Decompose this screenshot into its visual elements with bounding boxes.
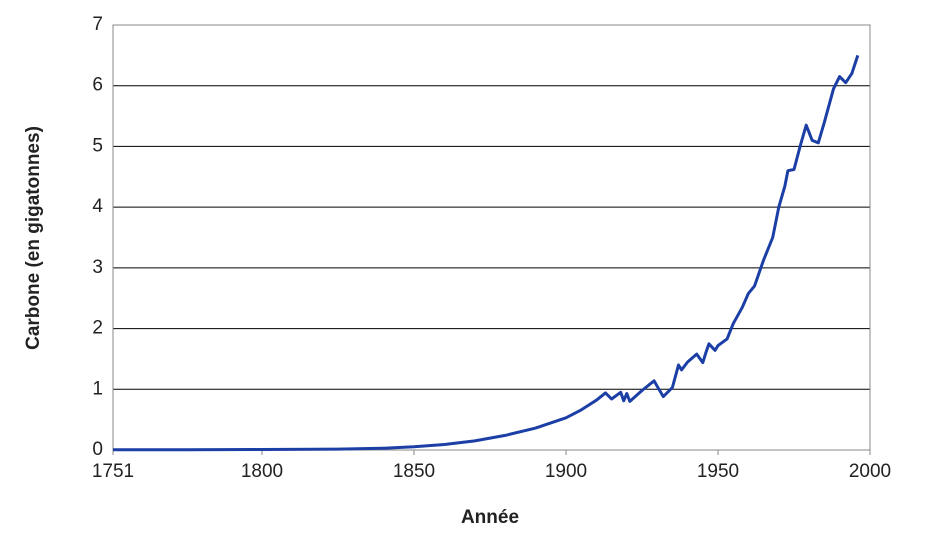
x-axis-title: Année [461,507,519,528]
y-tick-label: 4 [92,196,103,217]
y-tick-label: 0 [92,439,103,460]
y-tick-label: 2 [92,318,103,339]
x-tick-label: 1800 [241,461,283,482]
y-tick-label: 6 [92,75,103,96]
y-tick-label: 7 [92,14,103,35]
x-tick-label: 2000 [849,461,891,482]
y-tick-label: 1 [92,378,103,399]
x-tick-label: 1900 [545,461,587,482]
x-tick-label: 1751 [92,461,134,482]
x-tick-label: 1850 [393,461,435,482]
y-tick-label: 5 [92,135,103,156]
y-tick-label: 3 [92,257,103,278]
x-tick-label: 1950 [697,461,739,482]
line [113,54,860,452]
y-axis-title: Carbone (en gigatonnes) [23,126,44,350]
plot-frame [112,24,871,451]
